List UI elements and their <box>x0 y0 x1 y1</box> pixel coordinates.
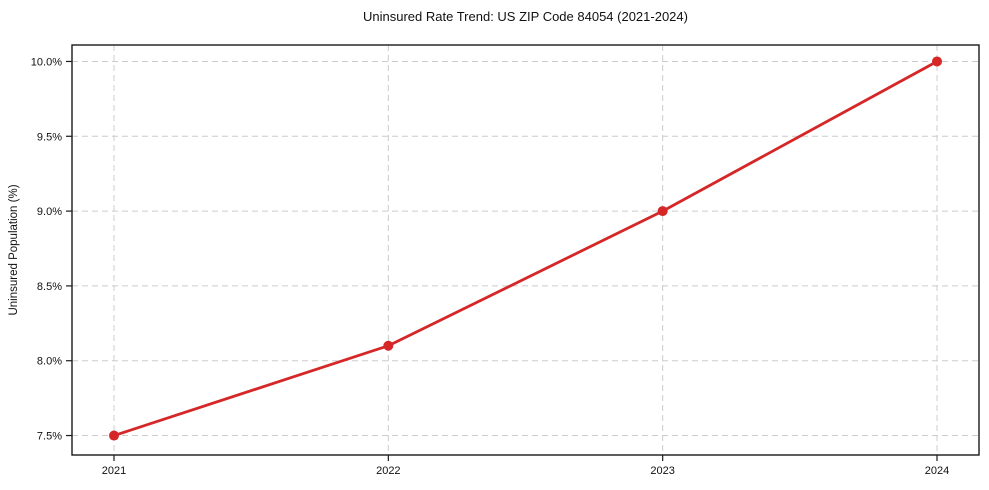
data-point <box>932 56 942 67</box>
data-point <box>657 206 668 217</box>
data-point <box>109 430 119 441</box>
trend-line <box>112 60 939 437</box>
y-tick-label: 8.5% <box>37 281 62 293</box>
y-tick-label: 7.5% <box>37 431 62 443</box>
x-tick-label: 2022 <box>376 465 400 477</box>
y-tick-label: 9.0% <box>37 206 62 218</box>
y-tick-label: 9.5% <box>37 131 62 143</box>
data-point <box>383 340 394 351</box>
plot-border <box>71 44 980 456</box>
y-tick-label: 10.0% <box>31 56 62 68</box>
y-tick-label: 8.0% <box>37 356 62 368</box>
x-tick-label: 2021 <box>102 465 126 477</box>
chart-title: Uninsured Rate Trend: US ZIP Code 84054 … <box>363 9 688 24</box>
x-tick-label: 2023 <box>650 465 674 477</box>
x-tick-label: 2024 <box>925 465 949 477</box>
